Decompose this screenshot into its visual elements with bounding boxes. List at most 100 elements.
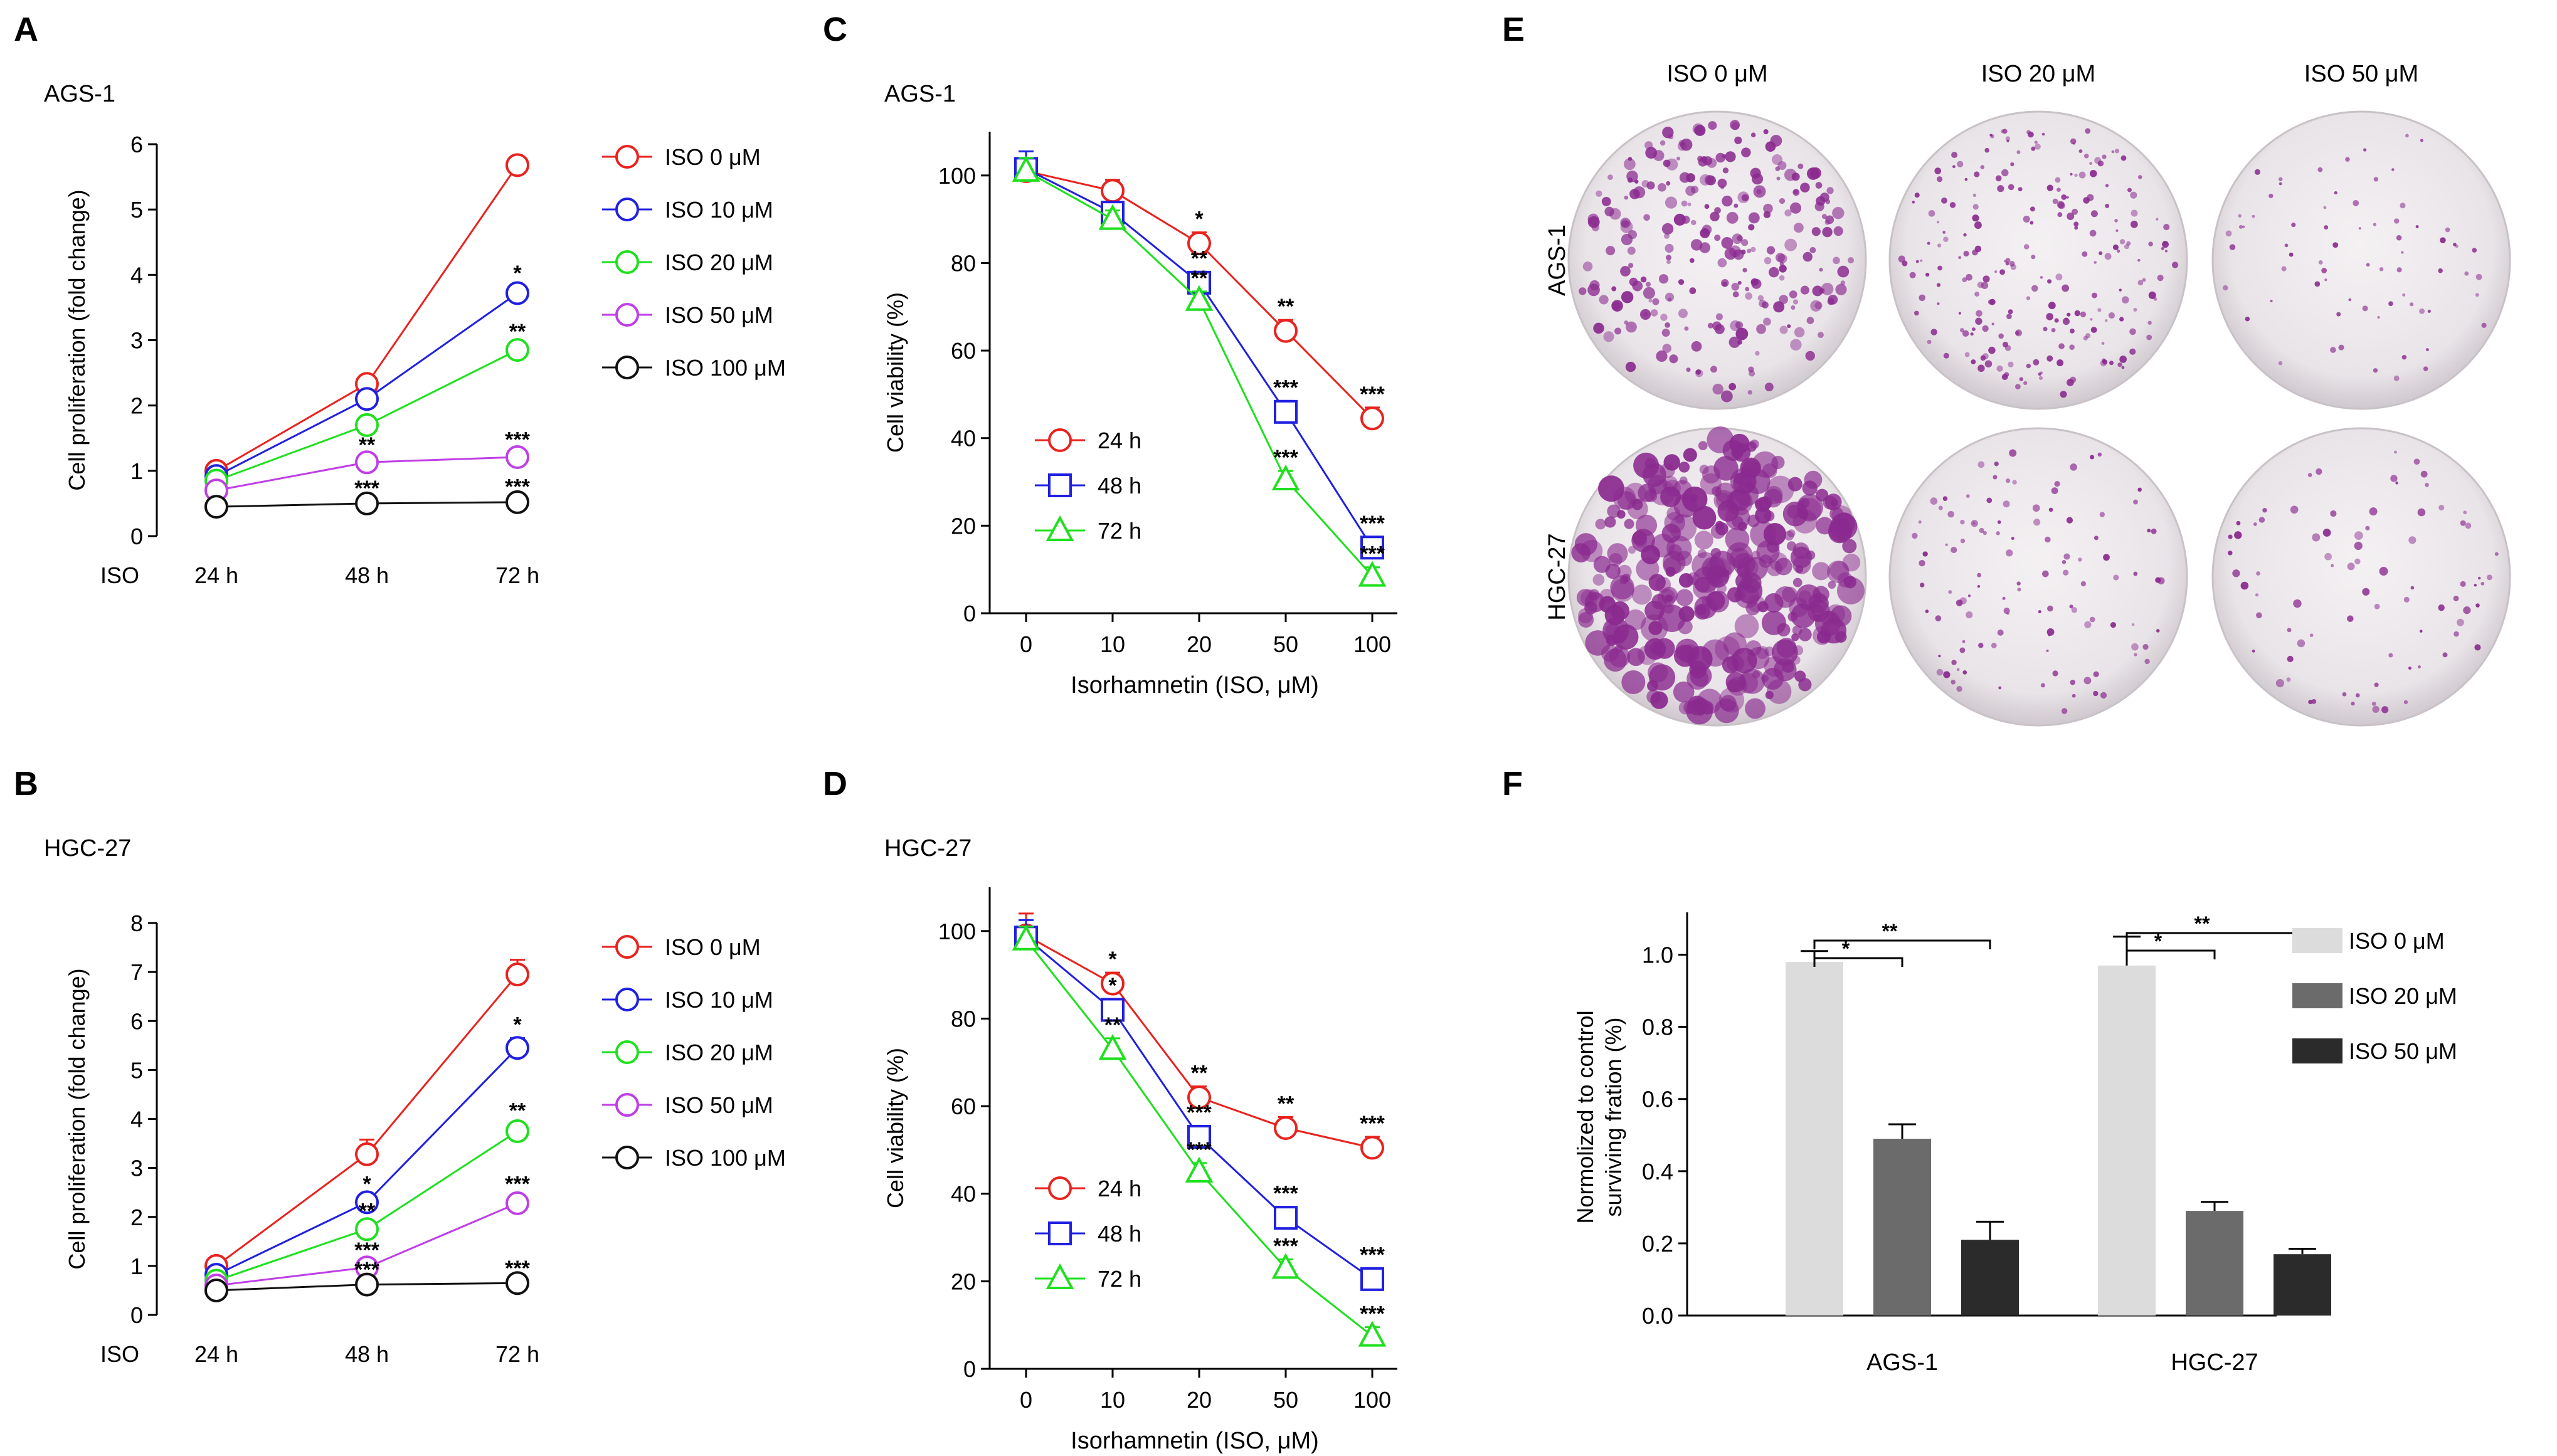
significance-label: **: [1191, 266, 1208, 290]
significance-label: ***: [1273, 376, 1298, 399]
colony-spot: [1792, 299, 1799, 305]
colony-spot: [2015, 329, 2023, 337]
colony-spot: [1624, 195, 1629, 200]
colony-spot: [2287, 628, 2292, 633]
colony-spot: [1765, 690, 1774, 700]
colony-spot: [1737, 280, 1742, 285]
chart-c-ags1-viability: AGS-1 0 20 40 60 80 100 0 10 20 50 100 Isorhamnetin …: [882, 81, 1397, 699]
colony-spot: [2043, 327, 2048, 332]
colony-spot: [1795, 565, 1804, 573]
colony-spot: [2477, 576, 2481, 580]
colony-spot: [1755, 497, 1771, 513]
colony-spot: [2090, 327, 2097, 333]
colony-spot: [1681, 200, 1688, 207]
y-axis-title: Cell proliferation (fold change): [64, 968, 90, 1269]
y-tick-label: 6: [130, 132, 143, 157]
y-tick-label: 0.6: [1642, 1087, 1673, 1112]
colony-spot: [1930, 329, 1937, 335]
colony-spot: [1980, 165, 1985, 169]
colony-spot: [1791, 603, 1816, 628]
colony-spot: [2052, 670, 2058, 677]
colony-spot: [2026, 296, 2031, 300]
colony-spot: [1728, 489, 1750, 511]
colony-spot: [1735, 327, 1749, 340]
data-point: [1098, 1034, 1127, 1060]
colony-spot: [1664, 233, 1670, 239]
colony-spot: [2054, 480, 2060, 487]
colony-spot: [1761, 610, 1786, 635]
x-category-label: AGS-1: [1866, 1349, 1938, 1376]
y-tick-label: 60: [951, 338, 976, 364]
colony-spot: [1826, 187, 1834, 194]
colony-spot: [2070, 463, 2077, 471]
colony-spot: [1605, 563, 1621, 579]
colony-spot: [2156, 218, 2159, 221]
colony-spot: [1750, 246, 1756, 253]
colony-spot: [1798, 590, 1812, 604]
colony-spot: [1927, 339, 1932, 344]
colony-spot: [2026, 364, 2031, 369]
colony-spot: [1972, 214, 1979, 222]
colony-spot: [1620, 218, 1631, 228]
colony-spot: [1610, 601, 1630, 621]
colony-spot: [1676, 156, 1681, 161]
colony-spot: [2093, 671, 2099, 677]
cell-line-title: AGS-1: [44, 81, 115, 107]
colony-spot: [2330, 510, 2337, 517]
colony-spot: [2481, 322, 2487, 328]
data-point: [204, 495, 228, 519]
colony-spot: [1734, 473, 1746, 485]
colony-spot: [2130, 220, 2138, 228]
colony-spot: [1962, 640, 1966, 643]
colony-spot: [1798, 628, 1812, 641]
colony-spot: [2410, 586, 2415, 590]
colony-spot: [2365, 525, 2370, 530]
colony-spot: [2289, 252, 2294, 257]
colony-spot: [2410, 302, 2414, 307]
legend-marker: [1048, 1176, 1072, 1200]
colony-spot: [1756, 540, 1780, 564]
colony-spot: [1595, 519, 1606, 530]
colony-spot: [1702, 639, 1729, 667]
colony-spot: [2163, 241, 2167, 245]
colony-spot: [1648, 621, 1663, 635]
colony-spot: [2112, 244, 2119, 250]
colony-spot: [1716, 583, 1727, 594]
panel-letter-d: D: [823, 765, 847, 803]
colony-spot: [1998, 686, 2002, 690]
colony-spot: [2281, 266, 2287, 272]
colony-spot: [2104, 253, 2112, 260]
colony-spot: [2234, 531, 2242, 539]
colony-spot: [2463, 606, 2471, 615]
colony-spot: [2355, 693, 2360, 698]
colony-spot: [1748, 366, 1754, 372]
data-point: [506, 490, 529, 514]
colony-spot: [2270, 300, 2273, 303]
colony-row-label-0: AGS-1: [1544, 224, 1570, 296]
colony-spot: [1974, 292, 1980, 297]
colony-spot: [1819, 268, 1823, 272]
legend-marker: [1048, 1221, 1072, 1245]
colony-spot: [2137, 175, 2142, 179]
colony-spot: [1710, 572, 1723, 586]
colony-spot: [1731, 282, 1740, 291]
colony-spot: [2240, 581, 2249, 590]
significance-label: **: [1882, 920, 1898, 942]
colony-spot: [2390, 475, 2398, 482]
legend-label: 24 h: [1098, 428, 1141, 453]
colony-spot: [2089, 229, 2097, 237]
colony-spot: [2393, 218, 2400, 224]
significance-label: **: [1278, 295, 1294, 319]
colony-spot: [1722, 196, 1733, 207]
colony-spot: [2137, 258, 2141, 262]
colony-spot: [2070, 172, 2073, 176]
colony-spot: [1700, 228, 1710, 238]
colony-spot: [1792, 542, 1809, 559]
colony-spot: [1747, 248, 1752, 253]
colony-spot: [2066, 517, 2073, 524]
colony-spot: [1994, 462, 1999, 467]
legend-swatch: [2292, 1038, 2343, 1063]
colony-spot: [2284, 243, 2289, 248]
colony-spot: [1977, 364, 1985, 372]
significance-label: ***: [505, 475, 530, 499]
